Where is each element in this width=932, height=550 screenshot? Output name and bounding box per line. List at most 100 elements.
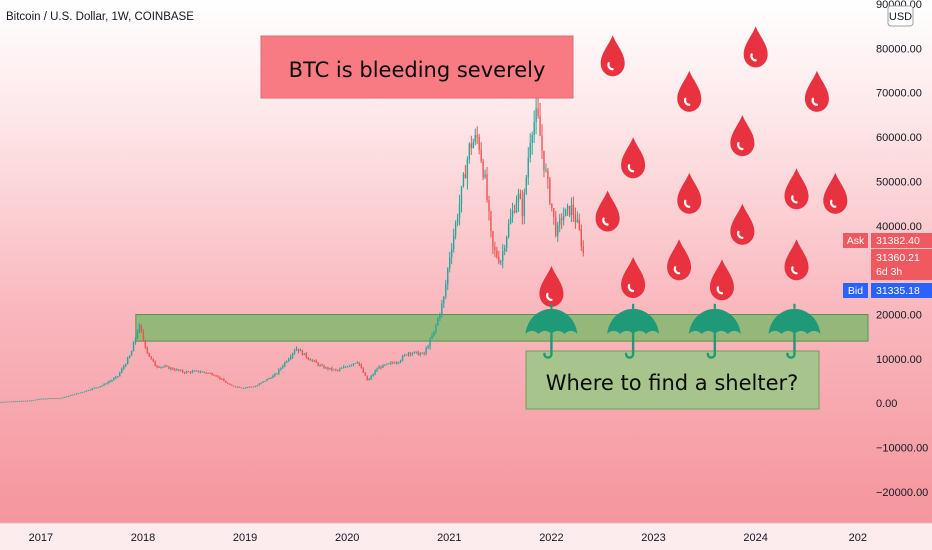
candle-body: [394, 362, 396, 364]
candle-body: [474, 135, 476, 143]
candle-body: [523, 192, 526, 217]
candle-body: [527, 157, 529, 178]
candle-body: [223, 378, 225, 382]
candle-body: [160, 366, 162, 368]
candle-body: [335, 369, 337, 371]
candle-body: [75, 393, 78, 395]
candle-body: [488, 200, 490, 212]
candle-body: [541, 135, 543, 151]
candle-body: [458, 204, 461, 219]
candle-body: [24, 400, 27, 402]
candle-body: [388, 363, 390, 365]
blood-drop-icon: [730, 203, 755, 245]
candle-body: [11, 401, 13, 403]
blood-drop-icon: [730, 115, 755, 157]
candle-body: [505, 236, 508, 249]
candle-body: [348, 365, 351, 367]
candle-body: [319, 365, 321, 366]
candle-body: [0, 401, 1, 403]
candle-body: [547, 170, 549, 180]
candle-body: [56, 398, 58, 399]
candle-body: [549, 179, 551, 204]
last-price-value: 31360.21: [876, 252, 920, 264]
candle-body: [242, 387, 245, 389]
candle-body: [370, 375, 372, 379]
candle-body: [221, 378, 223, 380]
bottom-callout: Where to find a shelter?: [525, 350, 820, 410]
candle-body: [91, 388, 93, 390]
x-tick-label: 2019: [233, 532, 257, 544]
candle-body: [248, 386, 251, 388]
candle-body: [376, 369, 378, 371]
candle-body: [240, 387, 243, 389]
x-tick-label: 2021: [437, 532, 461, 544]
candle-body: [339, 368, 341, 371]
candle-body: [15, 401, 17, 403]
x-tick-label: 2017: [29, 532, 53, 544]
candle-body: [105, 383, 107, 385]
candle-body: [89, 389, 92, 391]
candle-body: [449, 256, 451, 269]
candle-body: [560, 218, 563, 221]
candle-body: [545, 170, 547, 172]
candle-body: [95, 387, 97, 389]
candle-body: [16, 401, 19, 403]
candle-body: [213, 374, 215, 376]
candle-body: [354, 362, 357, 364]
candle-body: [407, 352, 410, 356]
candle-body: [109, 381, 111, 383]
candle-body: [268, 378, 270, 380]
candle-body: [40, 398, 42, 400]
candle-body: [38, 398, 40, 400]
candle-body: [415, 351, 418, 353]
candle-body: [321, 365, 323, 366]
candle-body: [270, 378, 272, 379]
candle-body: [401, 356, 404, 361]
candle-body: [58, 398, 60, 399]
candle-body: [124, 364, 127, 367]
candle-body: [113, 378, 115, 380]
candle-body: [195, 370, 198, 372]
x-tick-label: 2024: [743, 532, 767, 544]
candle-body: [287, 358, 290, 362]
candle-body: [7, 401, 9, 403]
candle-body: [568, 205, 571, 216]
candle-body: [307, 357, 310, 360]
candle-body: [539, 115, 541, 136]
ask-label: Ask: [847, 235, 865, 247]
candle-body: [252, 386, 255, 388]
candle-body: [490, 211, 492, 232]
candle-body: [525, 177, 527, 193]
candle-body: [350, 364, 353, 366]
candle-body: [123, 366, 125, 369]
candle-body: [183, 372, 186, 373]
candle-body: [511, 210, 514, 218]
candle-body: [413, 351, 416, 354]
candle-body: [454, 222, 457, 236]
candle-body: [278, 369, 280, 374]
blood-drops: [539, 26, 848, 307]
candle-body: [9, 401, 11, 403]
blood-drop-icon: [667, 239, 692, 281]
candle-body: [191, 371, 194, 373]
candle-body: [176, 369, 178, 371]
candle-body: [250, 386, 253, 388]
candle-body: [42, 398, 44, 400]
candle-body: [36, 399, 38, 401]
ask-tag: Ask 31382.40: [843, 233, 932, 248]
candle-body: [185, 371, 188, 373]
candle-body: [352, 363, 355, 365]
candle-body: [429, 338, 431, 347]
currency-badge[interactable]: USD: [887, 5, 914, 27]
last-price-tag: 31360.21 6d 3h: [871, 249, 932, 280]
candle-body: [333, 369, 335, 371]
candle-body: [34, 399, 37, 401]
candle-body: [233, 385, 235, 387]
umbrellas: [525, 303, 821, 359]
time-axis: [0, 522, 932, 550]
ask-value: 31382.40: [876, 235, 920, 247]
candle-body: [284, 362, 286, 367]
candle-body: [486, 174, 488, 201]
candle-body: [64, 396, 66, 398]
